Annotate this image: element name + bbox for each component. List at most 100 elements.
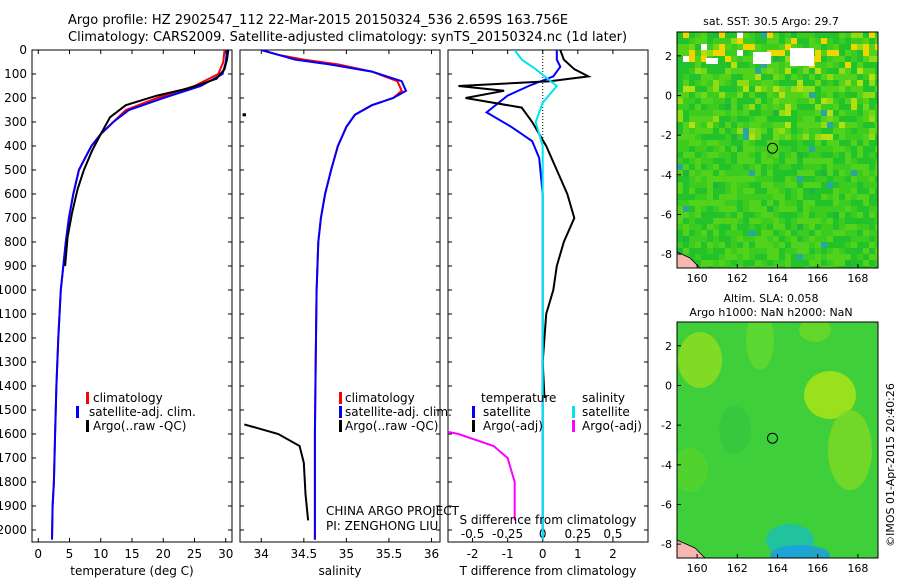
sst-cell [791,212,797,218]
sst-cell [719,32,725,38]
sst-cell [725,266,731,268]
sst-cell [767,164,773,170]
depth-tick-label: 400 [4,139,27,153]
sst-cell [839,242,845,248]
sst-cell [719,128,725,134]
sst-cell [761,254,767,260]
sst-cell [815,218,821,224]
sst-cell [719,182,725,188]
sst-cell [857,140,863,146]
sst-cell [677,68,683,74]
sst-cell [707,200,713,206]
sst-cell [695,44,701,50]
sst-cell [749,206,755,212]
sst-cell [839,248,845,254]
sst-cell [707,164,713,170]
imos-stamp: ©IMOS 01-Apr-2015 20:40:26 [884,383,897,547]
sst-cell [725,134,731,140]
sst-cell [743,140,749,146]
lat-tick-label: -2 [661,129,672,142]
sst-cell [713,218,719,224]
sst-cell [845,170,851,176]
sst-cell [689,122,695,128]
sst-cell [857,80,863,86]
sst-cell [809,122,815,128]
sst-cell [737,176,743,182]
sst-cell [857,56,863,62]
sst-cell [839,158,845,164]
sst-cell [845,62,851,68]
sst-cell [803,98,809,104]
sst-cell [731,98,737,104]
sst-cell [815,182,821,188]
sst-cell [707,44,713,50]
sst-cell [869,176,875,182]
sst-cell [719,152,725,158]
sst-cell [797,248,803,254]
sst-cell [875,104,878,110]
sst-cell [785,164,791,170]
sst-cell [821,266,827,268]
sst-cell [737,200,743,206]
sst-cell [815,74,821,80]
sst-cell [779,140,785,146]
sst-cell [677,158,683,164]
sst-cell [761,68,767,74]
sst-cell [803,242,809,248]
sst-cell [833,218,839,224]
sst-cell [815,62,821,68]
s-tick-label: 0.25 [564,527,591,541]
sst-cell [737,206,743,212]
sst-cell [737,98,743,104]
sst-cell [797,74,803,80]
sst-cell [737,92,743,98]
sst-cell [737,140,743,146]
sst-cell [809,194,815,200]
sst-cell [749,236,755,242]
sst-cell [743,146,749,152]
sst-cell [749,116,755,122]
sst-cell [845,248,851,254]
sst-cell [767,224,773,230]
sst-cell [683,104,689,110]
sst-cell [851,182,857,188]
sst-cell [863,212,869,218]
sst-cell [791,116,797,122]
sst-cell [785,152,791,158]
sst-cell [779,224,785,230]
sst-cell [677,200,683,206]
sst-cell [749,44,755,50]
sst-cell [731,134,737,140]
sst-cell [839,152,845,158]
sst-cell [767,170,773,176]
sst-cell [827,194,833,200]
sst-cell [725,98,731,104]
sst-cell [815,170,821,176]
sst-cell [707,248,713,254]
sst-cell [695,38,701,44]
sst-cell [863,140,869,146]
sst-cell [857,164,863,170]
sst-cell [755,266,761,268]
sst-cell [875,200,878,206]
sst-cell [749,176,755,182]
sst-cell [857,68,863,74]
sst-cell [851,110,857,116]
sst-cell [719,44,725,50]
sst-cell [779,248,785,254]
sst-cell [761,122,767,128]
sst-cell [761,170,767,176]
sst-cell [863,164,869,170]
sst-cell [821,140,827,146]
sst-cell [683,188,689,194]
sst-cell [827,86,833,92]
sst-cell [833,212,839,218]
sst-cell [707,230,713,236]
sst-cell [743,158,749,164]
sst-cell [821,50,827,56]
sst-cell [791,266,797,268]
sst-cell [851,80,857,86]
sst-cell [695,134,701,140]
sst-cell [719,176,725,182]
sst-cell [743,92,749,98]
